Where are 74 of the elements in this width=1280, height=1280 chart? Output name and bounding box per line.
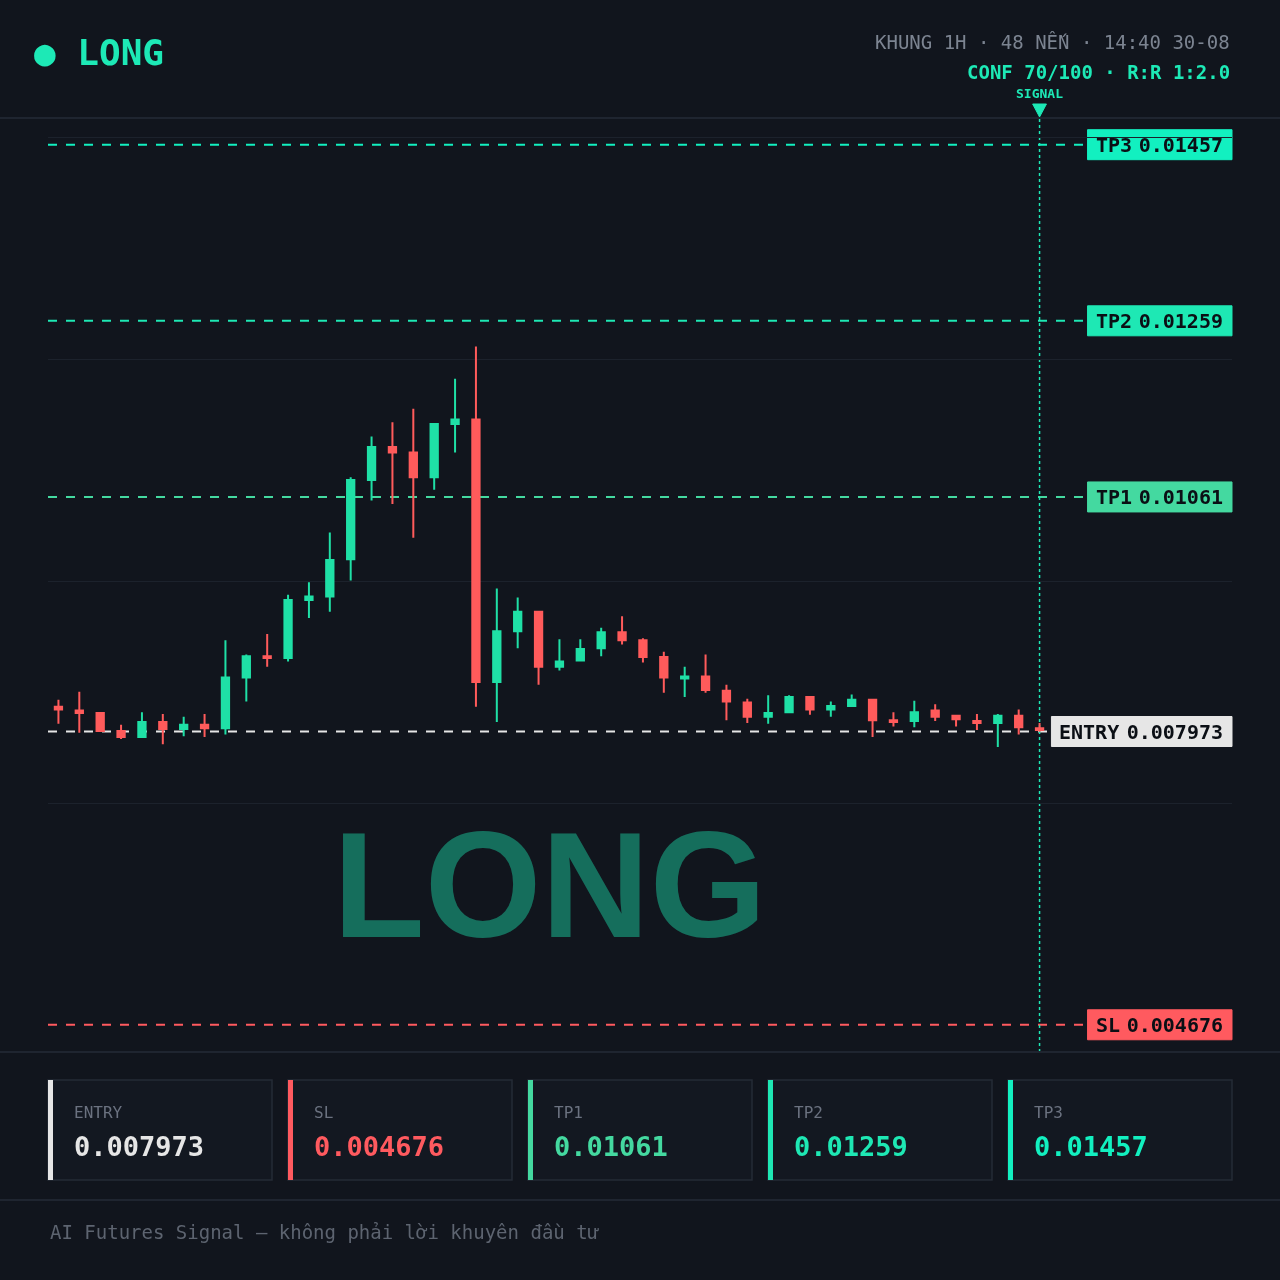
candlestick: [1034, 721, 1045, 733]
candlestick: [930, 703, 940, 723]
candlestick: [387, 421, 398, 506]
candlestick: [700, 653, 711, 694]
candlestick: [304, 581, 314, 619]
candlestick: [993, 712, 1003, 748]
candlestick: [366, 435, 377, 502]
candlestick: [325, 531, 335, 613]
candlestick: [471, 345, 481, 708]
candlestick: [763, 694, 773, 725]
y-tick-label: 0.007973: [1126, 719, 1223, 744]
chart-title: ● LONG: [34, 31, 165, 73]
text: 0.01061: [554, 1131, 668, 1162]
candlestick: [220, 639, 231, 736]
text: TP3: [1034, 1103, 1063, 1122]
candlestick: [638, 637, 648, 664]
candlestick: [659, 650, 669, 694]
candlestick: [408, 407, 418, 539]
candlestick: [429, 423, 439, 491]
candlestick: [199, 712, 210, 739]
candlestick: [179, 715, 189, 738]
text: AI Futures Signal — không phải lời khuyên đầu tư: [50, 1221, 600, 1243]
text: CONF 70/100 · R:R 1:2.0: [967, 61, 1231, 83]
text: TP2: [794, 1103, 823, 1122]
text: 0.01259: [794, 1131, 908, 1162]
candlestick: [680, 665, 690, 699]
ref-line-label: ENTRY: [1059, 720, 1120, 744]
ref-line-label: TP3: [1096, 133, 1133, 157]
candlestick: [1014, 708, 1024, 736]
candlestick: [972, 712, 982, 731]
candlestick: [346, 476, 356, 582]
candlestick: [575, 638, 585, 662]
y-tick-label: 0.01061: [1138, 484, 1223, 509]
text: 0.004676: [314, 1131, 445, 1162]
candlestick: [262, 632, 272, 668]
candlestick: [888, 711, 899, 728]
candlestick: [867, 697, 878, 739]
y-tick-label: 0.01259: [1138, 308, 1223, 333]
y-tick-label: 0.01457: [1138, 132, 1223, 157]
candlestick: [74, 690, 84, 734]
text: 0.01457: [1034, 1131, 1148, 1162]
text: SIGNAL: [1016, 86, 1064, 101]
candlestick: [847, 693, 857, 707]
text: SL: [314, 1103, 334, 1122]
annotation: LONG: [333, 801, 767, 969]
candlestick: [241, 653, 251, 703]
candlestick: [721, 683, 732, 722]
candlestick: [513, 596, 523, 650]
candlestick: [826, 700, 836, 718]
candlestick: [805, 696, 815, 716]
ref-line-label: TP2: [1096, 309, 1133, 333]
candlestick: [283, 593, 293, 663]
candlestick: [596, 626, 606, 658]
chart-subtitle: KHUNG 1H · 48 NẾN · 14:40 30-08: [875, 31, 1230, 53]
candlestick: [909, 699, 919, 729]
candlestick: [951, 713, 961, 728]
ref-line-label: TP1: [1096, 485, 1133, 509]
text: 0.007973: [74, 1131, 205, 1162]
candlestick: [53, 698, 64, 725]
candlestick: [742, 697, 752, 724]
candlestick: [158, 712, 168, 746]
y-tick-label: 0.004676: [1126, 1012, 1223, 1037]
candlestick: [533, 609, 544, 686]
candlestick: [116, 723, 126, 740]
candlestick: [450, 377, 460, 454]
candlestick: [95, 712, 105, 732]
ref-line-label: SL: [1096, 1013, 1121, 1037]
candlestick: [137, 711, 147, 739]
candlestick: [554, 638, 565, 672]
text: TP1: [554, 1103, 583, 1122]
text: ENTRY: [74, 1103, 123, 1122]
candlestick: [784, 694, 794, 715]
candlestick: [492, 587, 502, 723]
candlestick: [617, 615, 627, 646]
